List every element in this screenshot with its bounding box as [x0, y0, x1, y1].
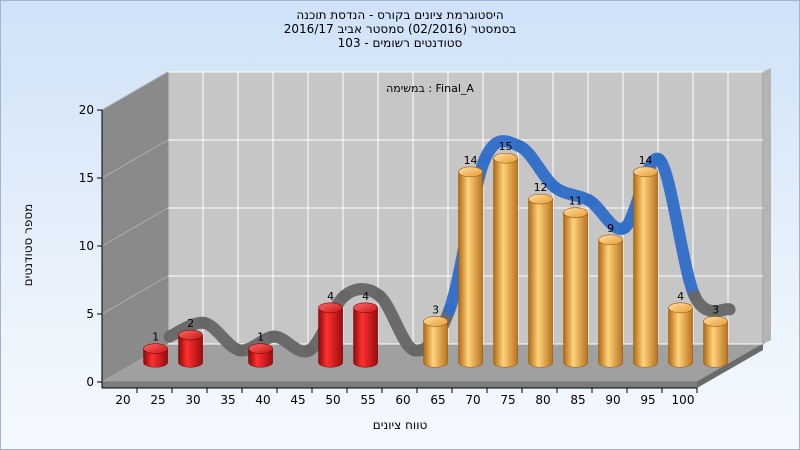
x-tick-label: 80: [535, 393, 550, 407]
bar-top: [178, 329, 203, 341]
x-tick-label: 35: [220, 393, 235, 407]
bar-top: [633, 166, 658, 178]
x-tick-label: 85: [570, 393, 585, 407]
bar-top: [248, 343, 273, 354]
chart-subtitle-students: סטודנטים רשומים - 103: [337, 36, 463, 50]
floor-side-edge: [697, 344, 763, 388]
y-tick-label: 10: [79, 239, 94, 253]
bar-value-label: 3: [712, 303, 719, 316]
bar-top: [563, 207, 588, 218]
bar: [703, 321, 728, 368]
trend-ribbon-segment: [653, 153, 701, 302]
x-tick-label: 20: [115, 393, 130, 407]
bar: [633, 171, 658, 368]
x-tick-label: 45: [290, 393, 305, 407]
x-tick-label: 25: [150, 393, 165, 407]
y-tick-label: 0: [86, 375, 94, 389]
bar-value-label: 9: [607, 222, 614, 235]
gridline-wall: [101, 71, 169, 111]
bar: [318, 307, 343, 368]
x-tick-label: 65: [430, 393, 445, 407]
y-tick-label: 15: [79, 171, 94, 185]
chart-title-block: היסטוגרמת ציונים בקורס - הנדסת תוכנה בסמ…: [0, 8, 800, 50]
x-tick-label: 50: [325, 393, 340, 407]
gridline-wall: [101, 139, 169, 179]
x-tick-label: 90: [605, 393, 620, 407]
bar-value-label: 1: [152, 331, 159, 344]
y-tick-label: 20: [79, 103, 94, 117]
bar-value-label: 12: [534, 181, 548, 194]
bar-value-label: 14: [464, 154, 478, 167]
bar: [423, 321, 448, 368]
bar-top: [598, 234, 623, 246]
bar: [528, 198, 553, 368]
bar-value-label: 15: [499, 140, 513, 153]
bar-value-label: 4: [327, 290, 334, 303]
bar: [598, 239, 623, 368]
bar-top: [458, 166, 483, 178]
x-tick-label: 60: [395, 393, 410, 407]
bar-top: [703, 316, 728, 327]
back-wall-edge: [763, 68, 771, 344]
bar-top: [143, 343, 168, 354]
chart-subtitle-semester: בסמסטר (02/2016) סמסטר אביב 2016/17: [283, 22, 517, 36]
bar: [563, 212, 588, 368]
x-tick-label: 95: [640, 393, 655, 407]
x-tick-label: 100: [672, 393, 695, 407]
bar-top: [423, 316, 448, 327]
bar-top: [318, 302, 343, 314]
bar-value-label: 4: [362, 290, 369, 303]
bar: [493, 157, 518, 368]
gridline-wall: [101, 207, 169, 247]
floor-edge: [102, 382, 697, 388]
y-axis-label: מספר סטודנטים: [21, 203, 35, 287]
trend-ribbon-segment: [688, 289, 736, 318]
x-tick-label: 30: [185, 393, 200, 407]
chart-title: היסטוגרמת ציונים בקורס - הנדסת תוכנה: [296, 8, 504, 22]
bar-value-label: 11: [569, 195, 583, 208]
x-tick-label: 70: [465, 393, 480, 407]
bar-top: [528, 193, 553, 205]
y-tick-label: 5: [86, 307, 94, 321]
bar: [668, 307, 693, 368]
x-tick-label: 75: [500, 393, 515, 407]
bar: [178, 334, 203, 368]
x-tick-label: 55: [360, 393, 375, 407]
bar: [353, 307, 378, 368]
bar-value-label: 1: [257, 331, 264, 344]
bar-top: [353, 302, 378, 314]
bar-value-label: 14: [639, 154, 653, 167]
bar-top: [493, 152, 518, 164]
bar-value-label: 3: [432, 303, 439, 316]
bar-top: [668, 302, 693, 314]
task-annotation: במשימה : Final_A: [386, 82, 474, 95]
x-axis-label: טווח ציונים: [372, 418, 428, 432]
x-tick-label: 40: [255, 393, 270, 407]
bar-value-label: 4: [677, 290, 684, 303]
bar-value-label: 2: [187, 317, 194, 330]
gridline-wall: [101, 275, 169, 315]
bar: [458, 171, 483, 368]
